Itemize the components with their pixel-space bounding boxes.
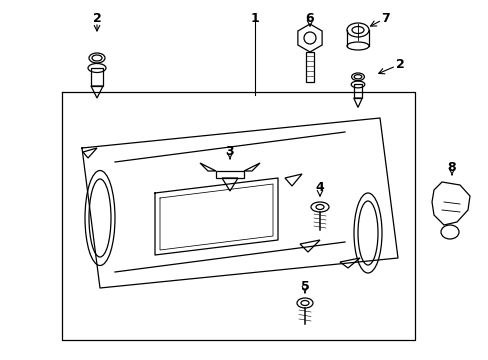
Text: 7: 7 — [380, 12, 388, 24]
Bar — [91, 68, 103, 86]
Text: 3: 3 — [225, 145, 234, 158]
Text: 4: 4 — [315, 181, 324, 194]
Bar — [216, 171, 244, 178]
Bar — [353, 85, 362, 98]
Bar — [305, 52, 313, 82]
Text: 5: 5 — [300, 279, 309, 292]
Text: 1: 1 — [250, 12, 259, 24]
Text: 2: 2 — [92, 12, 101, 24]
Text: 6: 6 — [305, 12, 314, 24]
Text: 8: 8 — [447, 162, 455, 175]
Text: 2: 2 — [395, 58, 404, 72]
